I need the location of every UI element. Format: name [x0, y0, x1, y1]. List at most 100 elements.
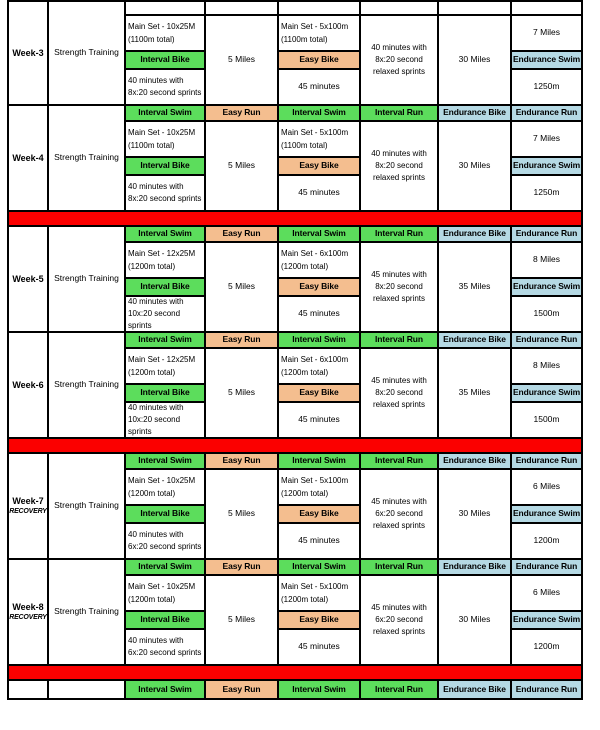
endurance-bike-header-label: Endurance Bike — [443, 561, 506, 572]
swim-main-set-line1: Main Set - 10x25M — [128, 581, 196, 591]
easy-run-total-cell: 5 Miles — [206, 122, 277, 210]
endurance-run-total-cell: 7 Miles — [512, 122, 581, 156]
endurance-bike-header-label: Endurance Bike — [443, 334, 506, 345]
easy-bike-header: Easy Bike — [279, 279, 359, 295]
interval-run-detail-cell: 45 minutes with 6x:20 second relaxed spr… — [361, 576, 437, 664]
red-separator-bar — [7, 666, 583, 679]
week-label: Week-8 — [12, 601, 44, 612]
swim-main-set-cell: Main Set - 12x25M (1200m total) — [126, 243, 204, 277]
easy-run-header: Easy Run — [206, 227, 277, 241]
swim2-main-set-line1: Main Set - 5x100m — [281, 127, 349, 137]
swim-main-set-cell: Main Set - 10x25M (1100m total) — [126, 16, 204, 50]
interval-run-header-label: Interval Run — [375, 683, 423, 694]
endurance-bike-total-cell: 30 Miles — [439, 16, 510, 104]
endurance-swim-total-cell: 1250m — [512, 176, 581, 210]
week-label-cell: Week-4 — [9, 106, 47, 210]
swim-main-set-line1: Main Set - 10x25M — [128, 21, 196, 31]
easy-bike-total-cell: 45 minutes — [279, 524, 359, 558]
endurance-bike-total-cell: 30 Miles — [439, 470, 510, 558]
swim2-main-set-line1: Main Set - 6x100m — [281, 354, 349, 364]
endurance-run-header: Endurance Run — [512, 681, 581, 698]
easy-run-header: Easy Run — [206, 2, 277, 14]
interval-bike-header: Interval Bike — [126, 612, 204, 628]
strength-training-cell: Strength Training — [49, 454, 124, 558]
week-label-cell: Week-7 RECOVERY — [9, 454, 47, 558]
week-label-cell: Week-3 — [9, 2, 47, 104]
endurance-run-header: Endurance Run — [512, 560, 581, 574]
interval-swim-header-label: Interval Swim — [138, 683, 192, 694]
week-8-block: Week-8 RECOVERY Strength Training Interv… — [7, 558, 583, 666]
interval-bike-header: Interval Bike — [126, 52, 204, 68]
week-label: Week-3 — [12, 47, 44, 58]
interval-swim-header: Interval Swim — [126, 454, 204, 468]
interval-run-header: Interval Run — [361, 681, 437, 698]
week-label: Week-4 — [12, 152, 44, 163]
interval-bike-detail-cell: 40 minutes with 6x:20 second sprints — [126, 630, 204, 664]
swim-main-set-cell: Main Set - 10x25M (1100m total) — [126, 122, 204, 156]
endurance-run-total-cell: 8 Miles — [512, 243, 581, 277]
swim-main-set-line2: (1200m total) — [128, 368, 176, 377]
interval-swim-header: Interval Swim — [126, 227, 204, 241]
endurance-bike-header-label: Endurance Bike — [443, 455, 506, 466]
interval-swim-header-label: Interval Swim — [138, 228, 192, 239]
interval-run-detail-cell: 45 minutes with 6x:20 second relaxed spr… — [361, 470, 437, 558]
interval-swim-header: Interval Swim — [126, 681, 204, 698]
interval-bike-header: Interval Bike — [126, 158, 204, 174]
endurance-run-header-label: Endurance Run — [515, 561, 578, 572]
easy-run-header: Easy Run — [206, 681, 277, 698]
swim-main-set-line2: (1200m total) — [128, 262, 176, 271]
interval-run-header: Interval Run — [361, 227, 437, 241]
interval-bike-detail-cell: 40 minutes with 10x:20 second sprints — [126, 297, 204, 331]
endurance-swim-total-cell: 1200m — [512, 524, 581, 558]
week-label-cell: Week-8 RECOVERY — [9, 560, 47, 664]
swim2-main-set-line2: (1100m total) — [281, 35, 328, 44]
endurance-swim-header: Endurance Swim — [512, 158, 581, 174]
endurance-swim-header: Endurance Swim — [512, 279, 581, 295]
easy-run-header-label: Easy Run — [222, 455, 261, 466]
endurance-swim-total-cell: 1200m — [512, 630, 581, 664]
endurance-run-header: Endurance Run — [512, 106, 581, 120]
swim-main-set-line1: Main Set - 10x25M — [128, 475, 196, 485]
training-schedule-table: Week-3 Strength Training Interval Swim E… — [7, 0, 583, 700]
swim-main-set-line2: (1200m total) — [128, 595, 176, 604]
endurance-bike-total-cell: 30 Miles — [439, 576, 510, 664]
week-5-block: Week-5 Strength Training Interval Swim E… — [7, 225, 583, 333]
endurance-run-total-cell: 7 Miles — [512, 16, 581, 50]
interval-run-header: Interval Run — [361, 333, 437, 347]
endurance-run-header-label: Endurance Run — [515, 334, 578, 345]
swim2-main-set-cell: Main Set - 5x100m (1100m total) — [279, 16, 359, 50]
swim-main-set-line2: (1200m total) — [128, 489, 176, 498]
interval-swim-2-header: Interval Swim — [279, 681, 359, 698]
interval-swim-2-header-label: Interval Swim — [292, 107, 346, 118]
interval-swim-header-label: Interval Swim — [138, 107, 192, 118]
easy-run-header-label: Easy Run — [222, 334, 261, 345]
swim2-main-set-cell: Main Set - 6x100m (1200m total) — [279, 349, 359, 383]
endurance-run-total-cell: 6 Miles — [512, 576, 581, 610]
interval-swim-2-header-label: Interval Swim — [292, 561, 346, 572]
interval-run-detail-cell: 40 minutes with 8x:20 second relaxed spr… — [361, 16, 437, 104]
next-week-partial-row: Interval Swim Easy Run Interval Swim Int… — [7, 679, 583, 700]
interval-run-header-label: Interval Run — [375, 228, 423, 239]
interval-bike-header: Interval Bike — [126, 506, 204, 522]
endurance-bike-header: Endurance Bike — [439, 333, 510, 347]
interval-swim-header: Interval Swim — [126, 106, 204, 120]
swim2-main-set-cell: Main Set - 5x100m (1200m total) — [279, 470, 359, 504]
endurance-run-header-label: Endurance Run — [515, 107, 578, 118]
endurance-run-header: Endurance Run — [512, 333, 581, 347]
interval-run-header: Interval Run — [361, 560, 437, 574]
week-label: Week-6 — [12, 379, 44, 390]
easy-run-total-cell: 5 Miles — [206, 470, 277, 558]
week-label: Week-7 — [12, 495, 44, 506]
easy-bike-total-cell: 45 minutes — [279, 176, 359, 210]
easy-run-header: Easy Run — [206, 106, 277, 120]
week-label: Week-5 — [12, 273, 44, 284]
easy-bike-total-cell: 45 minutes — [279, 403, 359, 437]
endurance-run-header: Endurance Run — [512, 227, 581, 241]
interval-run-detail-cell: 45 minutes with 8x:20 second relaxed spr… — [361, 243, 437, 331]
easy-bike-header: Easy Bike — [279, 385, 359, 401]
interval-swim-header: Interval Swim — [126, 2, 204, 14]
swim-main-set-line2: (1100m total) — [128, 141, 175, 150]
endurance-swim-header: Endurance Swim — [512, 506, 581, 522]
easy-bike-header: Easy Bike — [279, 612, 359, 628]
interval-swim-2-header-label: Interval Swim — [292, 455, 346, 466]
